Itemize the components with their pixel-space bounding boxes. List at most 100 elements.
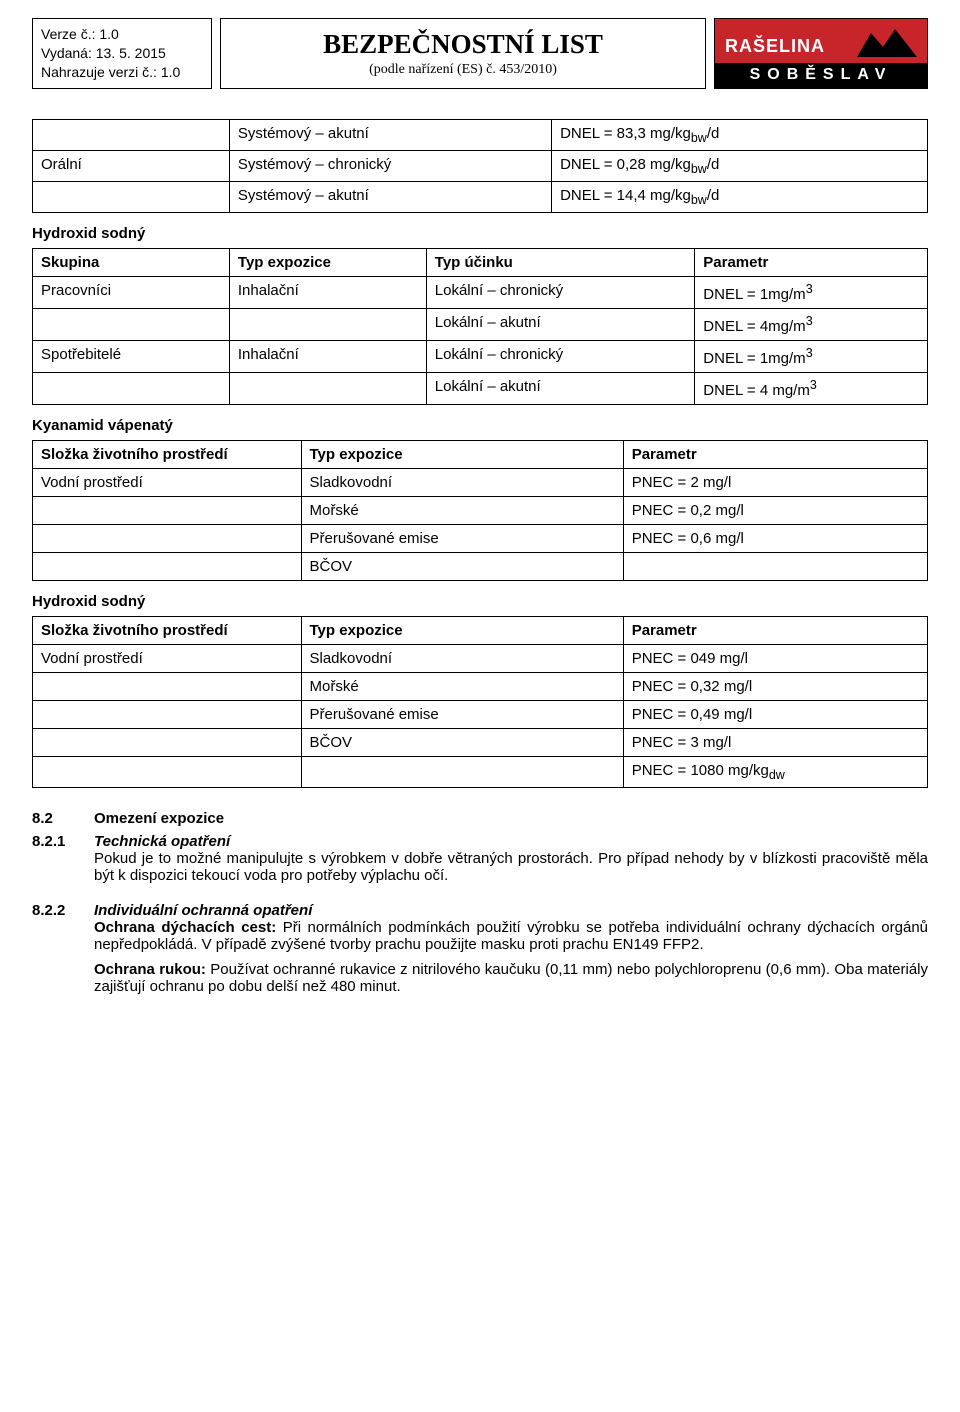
table-cell: DNEL = 14,4 mg/kgbw/d [552, 182, 928, 213]
table-cell: DNEL = 4mg/m3 [695, 309, 928, 341]
section-8-2-1-text: Pokud je to možné manipulujte s výrobkem… [94, 850, 928, 884]
header-title-box: BEZPEČNOSTNÍ LIST (podle nařízení (ES) č… [220, 18, 706, 89]
table-cell: Přerušované emise [301, 701, 623, 729]
section-8-2: 8.2 Omezení expozice 8.2.1 Technická opa… [32, 810, 928, 1003]
table-cell: Pracovníci [33, 277, 230, 309]
hydroxid-sodny-heading-2: Hydroxid sodný [32, 593, 928, 610]
ochrana-rukou-text: Používat ochranné rukavice z nitrilového… [94, 961, 928, 995]
table-cell: DNEL = 0,28 mg/kgbw/d [552, 151, 928, 182]
table-cell: DNEL = 4 mg/m3 [695, 373, 928, 405]
table-cell [33, 182, 230, 213]
section-8-2-2-number: 8.2.2 [32, 902, 94, 1003]
ochrana-rukou: Ochrana rukou: Používat ochranné rukavic… [94, 961, 928, 995]
table-cell: PNEC = 0,49 mg/l [623, 701, 927, 729]
table-row: Přerušované emisePNEC = 0,49 mg/l [33, 701, 928, 729]
table-row: OrálníSystémový – chronickýDNEL = 0,28 m… [33, 151, 928, 182]
table-cell: Sladkovodní [301, 469, 623, 497]
table-cell [301, 757, 623, 788]
table-cell: DNEL = 83,3 mg/kgbw/d [552, 120, 928, 151]
table-cell: Lokální – chronický [426, 341, 695, 373]
column-header: Parametr [623, 617, 927, 645]
table-cell [229, 309, 426, 341]
table-cell: Sladkovodní [301, 645, 623, 673]
table-cell [33, 553, 302, 581]
table-cell: DNEL = 1mg/m3 [695, 341, 928, 373]
table-cell: Vodní prostředí [33, 469, 302, 497]
version-line: Verze č.: 1.0 [41, 25, 203, 44]
hydroxid-sodny-pnec-table: Složka životního prostředíTyp expozicePa… [32, 616, 928, 788]
hydroxid-sodny-dnel-table: SkupinaTyp expoziceTyp účinkuParametr Pr… [32, 248, 928, 405]
table-row: BČOV [33, 553, 928, 581]
logo-bottom-text: SOBĚSLAV [715, 63, 927, 88]
hydroxid-sodny-heading-1: Hydroxid sodný [32, 225, 928, 242]
table-row: Vodní prostředíSladkovodníPNEC = 2 mg/l [33, 469, 928, 497]
table-cell: PNEC = 2 mg/l [623, 469, 927, 497]
table-cell: Systémový – akutní [229, 182, 551, 213]
table-cell [33, 701, 302, 729]
table-cell: Orální [33, 151, 230, 182]
systemic-dnel-table: Systémový – akutníDNEL = 83,3 mg/kgbw/dO… [32, 119, 928, 213]
table-cell: PNEC = 0,2 mg/l [623, 497, 927, 525]
document-subtitle: (podle nařízení (ES) č. 453/2010) [229, 62, 697, 78]
column-header: Typ expozice [301, 441, 623, 469]
table-cell: PNEC = 0,32 mg/l [623, 673, 927, 701]
table-cell: PNEC = 0,6 mg/l [623, 525, 927, 553]
table-cell: Lokální – chronický [426, 277, 695, 309]
ochrana-rukou-label: Ochrana rukou: [94, 961, 206, 978]
column-header: Složka životního prostředí [33, 617, 302, 645]
table-row: SpotřebiteléInhalačníLokální – chronický… [33, 341, 928, 373]
header-logo-box: RAŠELINA SOBĚSLAV [714, 18, 928, 89]
table-row: Přerušované emisePNEC = 0,6 mg/l [33, 525, 928, 553]
table-cell: DNEL = 1mg/m3 [695, 277, 928, 309]
table-row: Lokální – akutníDNEL = 4 mg/m3 [33, 373, 928, 405]
table-cell: Systémový – chronický [229, 151, 551, 182]
table-cell [229, 373, 426, 405]
table-cell: Inhalační [229, 341, 426, 373]
section-8-2-1-number: 8.2.1 [32, 833, 94, 884]
column-header: Složka životního prostředí [33, 441, 302, 469]
table-cell: Systémový – akutní [229, 120, 551, 151]
logo-top: RAŠELINA [715, 19, 927, 63]
issued-line: Vydaná: 13. 5. 2015 [41, 44, 203, 63]
column-header: Parametr [695, 249, 928, 277]
table-row: Vodní prostředíSladkovodníPNEC = 049 mg/… [33, 645, 928, 673]
table-cell [33, 373, 230, 405]
table-cell: BČOV [301, 553, 623, 581]
column-header: Skupina [33, 249, 230, 277]
table-cell: Vodní prostředí [33, 645, 302, 673]
kyanamid-pnec-table: Složka životního prostředíTyp expozicePa… [32, 440, 928, 581]
table-cell: Mořské [301, 497, 623, 525]
column-header: Parametr [623, 441, 927, 469]
table-cell: PNEC = 3 mg/l [623, 729, 927, 757]
table-cell [623, 553, 927, 581]
table-row: Systémový – akutníDNEL = 14,4 mg/kgbw/d [33, 182, 928, 213]
table-cell: PNEC = 1080 mg/kgdw [623, 757, 927, 788]
section-8-2-1-title: Technická opatření [94, 833, 928, 850]
table-cell: Lokální – akutní [426, 309, 695, 341]
ochrana-dychani-label: Ochrana dýchacích cest: [94, 919, 276, 936]
table-cell [33, 497, 302, 525]
table-cell [33, 120, 230, 151]
table-row: PNEC = 1080 mg/kgdw [33, 757, 928, 788]
header-version-box: Verze č.: 1.0 Vydaná: 13. 5. 2015 Nahraz… [32, 18, 212, 89]
table-cell [33, 729, 302, 757]
table-cell [33, 673, 302, 701]
table-cell: Lokální – akutní [426, 373, 695, 405]
kyanamid-heading: Kyanamid vápenatý [32, 417, 928, 434]
section-8-2-title: Omezení expozice [94, 810, 928, 827]
ochrana-dychacich-cest: Ochrana dýchacích cest: Při normálních p… [94, 919, 928, 953]
document-title: BEZPEČNOSTNÍ LIST [229, 29, 697, 60]
column-header: Typ účinku [426, 249, 695, 277]
table-row: Systémový – akutníDNEL = 83,3 mg/kgbw/d [33, 120, 928, 151]
column-header: Typ expozice [301, 617, 623, 645]
logo-top-text: RAŠELINA [725, 36, 825, 57]
table-row: MořskéPNEC = 0,2 mg/l [33, 497, 928, 525]
replaces-line: Nahrazuje verzi č.: 1.0 [41, 63, 203, 82]
table-cell: Inhalační [229, 277, 426, 309]
table-cell: Přerušované emise [301, 525, 623, 553]
table-cell: Mořské [301, 673, 623, 701]
table-row: MořskéPNEC = 0,32 mg/l [33, 673, 928, 701]
table-cell: BČOV [301, 729, 623, 757]
table-cell [33, 757, 302, 788]
table-cell [33, 525, 302, 553]
